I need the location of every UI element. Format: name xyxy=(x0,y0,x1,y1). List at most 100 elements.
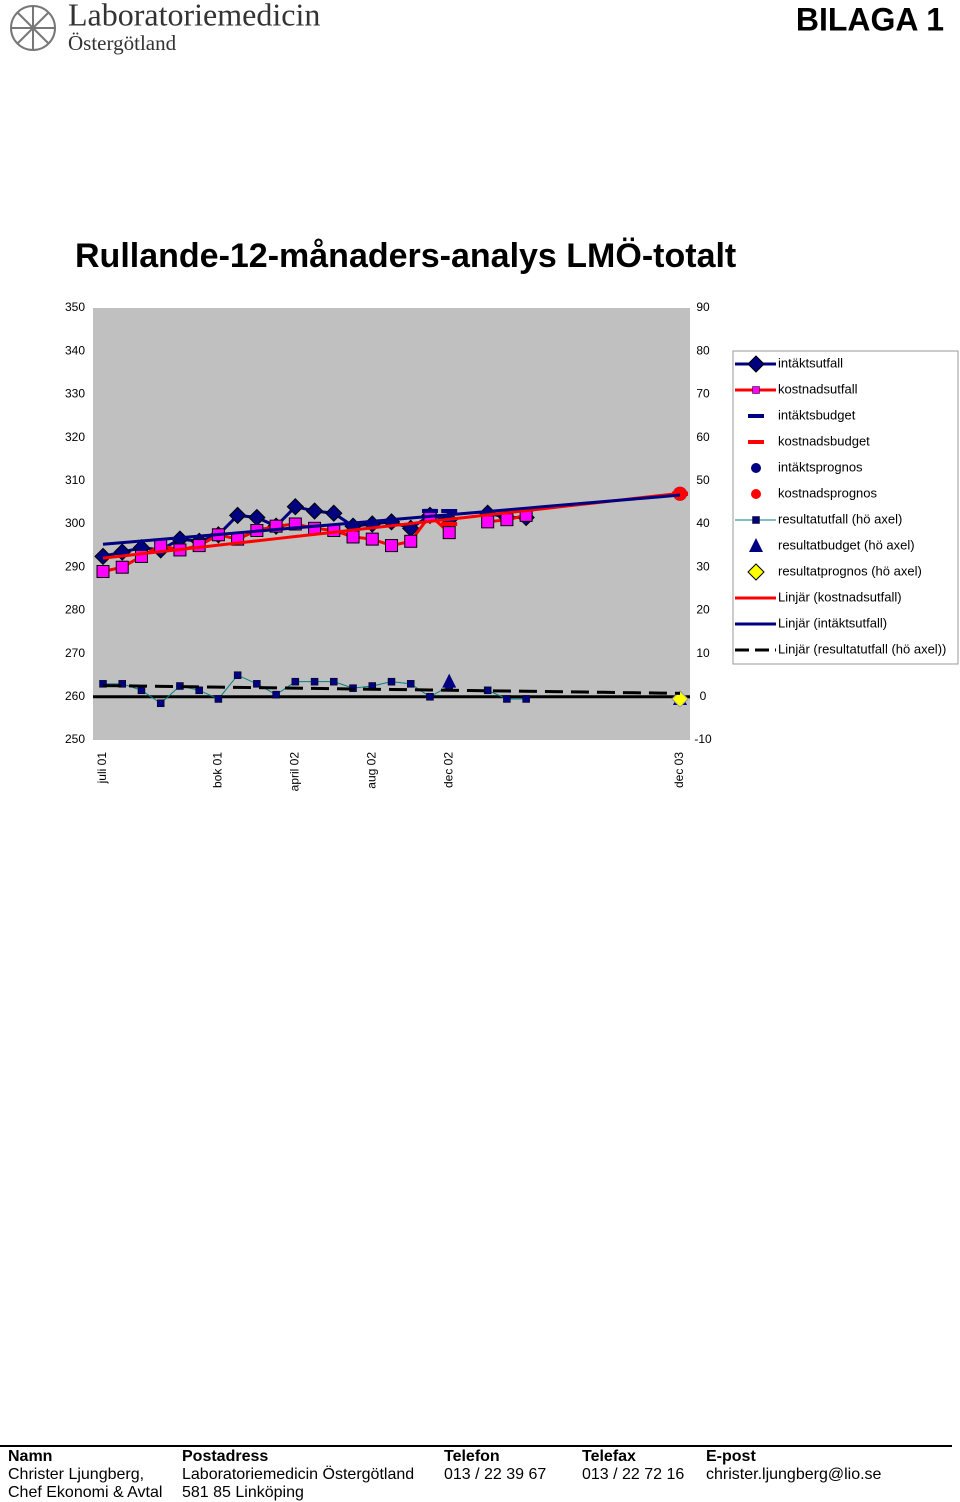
square-marker xyxy=(404,534,418,548)
y2-tick-label: 50 xyxy=(696,473,710,487)
legend-label: intäktsprognos xyxy=(778,459,863,474)
square-marker xyxy=(522,695,530,703)
diamond-marker xyxy=(305,502,324,520)
y-tick-label: 320 xyxy=(65,430,85,444)
square-marker xyxy=(291,677,300,686)
attachment-label: BILAGA 1 xyxy=(796,1,944,37)
y2-tick-label: 90 xyxy=(696,300,710,314)
y2-tick-label: 30 xyxy=(696,559,710,573)
square-marker xyxy=(500,513,514,527)
x-tick-label: dec 03 xyxy=(672,752,686,788)
diamond-marker xyxy=(671,690,689,708)
legend-label: resultatbudget (hö axel) xyxy=(778,537,915,552)
footer-cell: 013 / 22 39 67 xyxy=(444,1466,546,1483)
footer-header: Namn xyxy=(8,1448,52,1465)
logo-line1: Laboratoriemedicin xyxy=(68,0,320,32)
square-marker xyxy=(387,677,396,686)
diamond-marker xyxy=(286,498,305,516)
diamond-marker xyxy=(228,506,247,525)
x-tick-label: dec 02 xyxy=(441,752,455,788)
legend-marker xyxy=(747,355,765,373)
y-tick-label: 270 xyxy=(65,646,85,660)
legend-label: intäktsbudget xyxy=(778,407,856,422)
square-marker xyxy=(503,695,511,703)
square-marker xyxy=(310,677,319,686)
footer-cell: christer.ljungberg@lio.se xyxy=(706,1466,882,1483)
series-line xyxy=(102,684,681,695)
chart: 250 260 270 280 290 300 310 320 330 340 350 -10 0 10 2… xyxy=(65,300,959,792)
legend-marker xyxy=(752,386,760,394)
square-marker xyxy=(330,677,338,686)
square-marker xyxy=(156,699,165,708)
square-marker xyxy=(385,539,398,553)
legend-label: intäktsutfall xyxy=(778,355,843,370)
y-tick-label: 340 xyxy=(65,343,85,357)
legend-marker xyxy=(749,538,763,552)
square-marker xyxy=(195,686,203,695)
logo-line2: Östergötland xyxy=(68,31,177,55)
footer-header: Telefax xyxy=(582,1448,636,1465)
footer-header: Telefon xyxy=(444,1448,500,1465)
square-marker xyxy=(442,526,456,540)
square-marker xyxy=(253,680,261,688)
logo-emblem xyxy=(10,5,56,51)
x-tick-label: april 02 xyxy=(288,752,302,792)
y2-tick-label: 10 xyxy=(696,646,710,660)
legend-label: kostnadsprognos xyxy=(778,485,878,500)
legend-marker xyxy=(751,489,761,499)
x-tick-label: juli 01 xyxy=(95,752,109,785)
footer-cell: Christer Ljungberg, xyxy=(8,1466,144,1483)
square-marker xyxy=(233,671,242,679)
legend-marker xyxy=(752,516,760,524)
square-marker xyxy=(214,695,223,703)
legend-label: resultatutfall (hö axel) xyxy=(778,511,902,526)
square-marker xyxy=(365,532,379,546)
y-tick-label: 330 xyxy=(65,387,85,401)
square-marker xyxy=(406,680,415,688)
legend: intäktsutfall kostnadsutfall intäktsbudget… xyxy=(732,350,959,665)
footer-cell: 013 / 22 72 16 xyxy=(582,1466,684,1483)
y2-tick-label: 0 xyxy=(700,689,707,703)
legend-label: Linjär (intäktsutfall) xyxy=(778,615,887,630)
square-marker xyxy=(118,680,126,688)
square-marker xyxy=(272,690,280,699)
y2-tick-label: 40 xyxy=(696,516,710,530)
square-marker xyxy=(137,686,146,695)
y2-tick-label: 60 xyxy=(696,430,710,444)
y2-tick-label: 70 xyxy=(696,387,710,401)
y2-tick-label: 80 xyxy=(696,343,710,357)
legend-marker xyxy=(747,563,765,581)
y2-tick-label: -10 xyxy=(694,732,712,746)
y-tick-label: 300 xyxy=(65,516,85,530)
legend-label: kostnadsbudget xyxy=(778,433,870,448)
y-tick-label: 290 xyxy=(65,559,85,573)
y-tick-label: 350 xyxy=(65,300,85,314)
legend-label: kostnadsutfall xyxy=(778,381,858,396)
y-tick-label: 310 xyxy=(65,473,85,487)
y-tick-label: 280 xyxy=(65,603,85,617)
footer: Namn Postadress Telefon Telefax E-post Christ… xyxy=(8,1448,882,1501)
y-tick-label: 250 xyxy=(65,732,85,746)
square-marker xyxy=(96,565,110,579)
chart-title: Rullande-12-månaders-analys LMÖ-totalt xyxy=(75,237,736,275)
series-line xyxy=(102,493,681,546)
square-marker xyxy=(481,515,495,529)
square-marker xyxy=(346,530,360,544)
square-marker xyxy=(99,680,107,688)
footer-cell: Laboratoriemedicin Östergötland xyxy=(182,1465,414,1483)
square-marker xyxy=(115,560,129,574)
diamond-marker xyxy=(94,547,112,566)
x-tick-label: aug 02 xyxy=(364,752,378,789)
legend-label: Linjär (kostnadsutfall) xyxy=(778,589,902,604)
legend-label: Linjär (resultatutfall (hö axel)) xyxy=(778,641,946,656)
x-tick-label: bok 01 xyxy=(211,752,225,788)
diamond-marker xyxy=(325,504,343,522)
legend-label: resultatprognos (hö axel) xyxy=(778,563,922,578)
y-tick-label: 260 xyxy=(65,689,85,703)
triangle-marker xyxy=(442,673,457,688)
legend-box xyxy=(732,350,959,665)
footer-cell: Chef Ekonomi & Avtal xyxy=(8,1484,162,1501)
square-marker xyxy=(426,693,434,701)
